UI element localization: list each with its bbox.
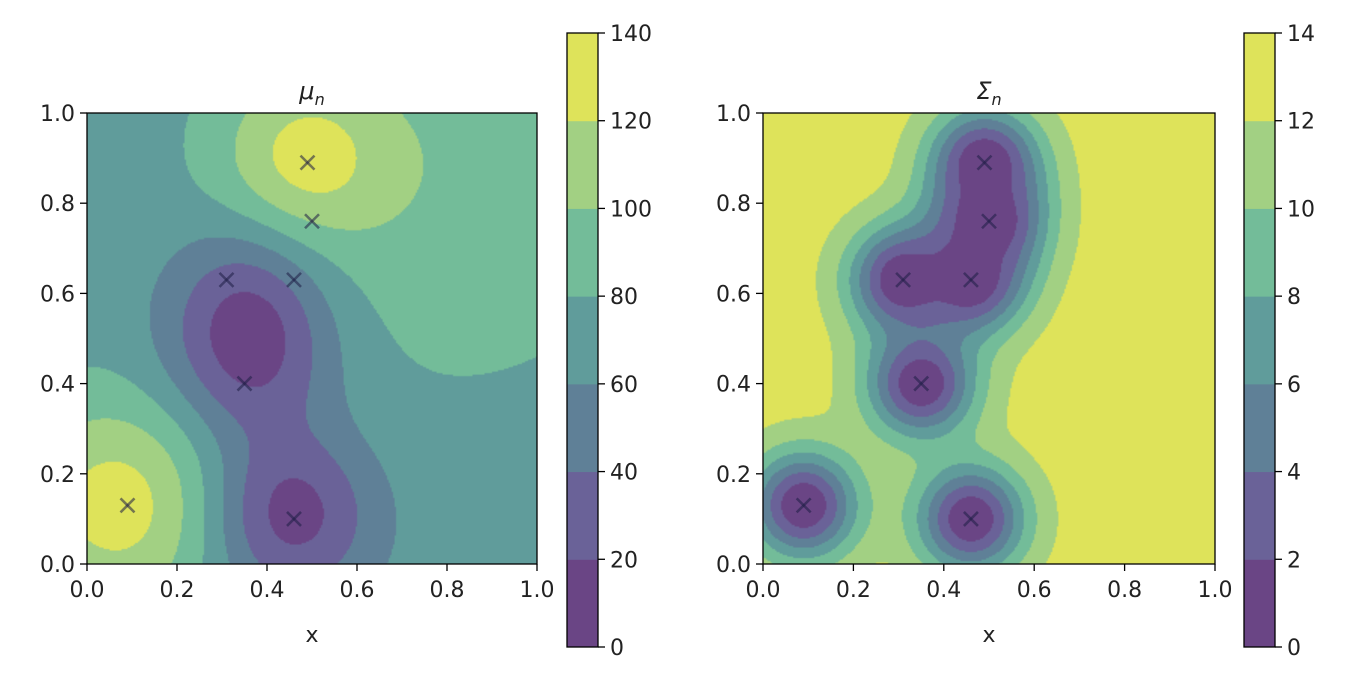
- observation-marker: [963, 271, 979, 288]
- colorbar-tick-label: 120: [610, 110, 652, 135]
- x-tick-label: 0.0: [70, 578, 105, 603]
- x-axis-label: x: [305, 623, 318, 648]
- y-tick-label: 0.4: [40, 373, 75, 398]
- colorbar-band: [1244, 559, 1275, 648]
- chart-panel-2: 0.0 0.2 0.4 0.6 0.8 1.0 0.0 0.2 0.4 0.6 0.8 1.0 x Σn 0…: [716, 22, 1315, 661]
- colorbar-band: [567, 471, 598, 560]
- chart-title: Σn: [976, 77, 1001, 109]
- contour-field: [87, 113, 537, 564]
- x-tick-label: 0.2: [160, 578, 195, 603]
- observation-marker: [913, 375, 930, 392]
- y-tick-label: 1.0: [40, 102, 75, 127]
- colorbar-tick-label: 0: [1287, 636, 1301, 661]
- observation-marker: [236, 375, 253, 392]
- chart-panel-1: 0.0 0.2 0.4 0.6 0.8 1.0 0.0 0.2 0.4 0.6 0.8 1.0 x μn 0…: [40, 22, 652, 661]
- x-tick-label: 0.4: [250, 578, 285, 603]
- x-tick-label: 1.0: [520, 578, 555, 603]
- colorbar-band: [1244, 208, 1275, 297]
- x-axis-label: x: [982, 623, 995, 648]
- colorbar-band: [567, 120, 598, 209]
- observation-marker: [895, 271, 912, 288]
- colorbar-tick-label: 20: [610, 548, 638, 573]
- y-tick-label: 0.6: [716, 282, 751, 307]
- observation-marker: [963, 510, 979, 527]
- contour-field: [763, 113, 1215, 564]
- colorbar-tick-label: 40: [610, 461, 638, 486]
- observation-marker: [981, 213, 997, 230]
- colorbar-band: [567, 383, 598, 473]
- colorbar-band: [567, 559, 598, 648]
- y-tick-label: 0.4: [716, 373, 751, 398]
- colorbar: 0 20 40 60 80 100 120 140: [566, 22, 652, 661]
- observation-marker: [304, 213, 320, 230]
- y-tick-label: 0.8: [40, 192, 75, 217]
- observation-marker: [218, 271, 235, 288]
- colorbar-band: [567, 208, 598, 297]
- observation-marker: [286, 510, 302, 527]
- observation-marker: [795, 497, 812, 514]
- y-tick-label: 0.0: [40, 553, 75, 578]
- x-tick-label: 0.8: [430, 578, 465, 603]
- colorbar-band: [1244, 120, 1275, 209]
- y-tick-label: 1.0: [716, 102, 751, 127]
- colorbar-tick-label: 0: [610, 636, 624, 661]
- y-tick-label: 0.6: [40, 282, 75, 307]
- y-tick-label: 0.8: [716, 192, 751, 217]
- x-tick-label: 0.2: [836, 578, 871, 603]
- colorbar-band: [1244, 296, 1275, 385]
- colorbar-frame: [566, 32, 599, 648]
- colorbar: 0 2 4 6 8 10 12 14: [1243, 22, 1315, 661]
- colorbar-tick-label: 140: [610, 22, 652, 47]
- colorbar-band: [1244, 383, 1275, 473]
- colorbar-band: [1244, 33, 1275, 122]
- x-tick-label: 1.0: [1198, 578, 1233, 603]
- colorbar-tick-label: 8: [1287, 285, 1301, 310]
- colorbar-tick-label: 2: [1287, 548, 1301, 573]
- colorbar-band: [567, 296, 598, 385]
- colorbar-band: [567, 33, 598, 122]
- colorbar-tick-label: 4: [1287, 461, 1301, 486]
- x-tick-label: 0.6: [1017, 578, 1052, 603]
- colorbar-tick-label: 60: [610, 373, 638, 398]
- y-tick-label: 0.0: [716, 553, 751, 578]
- plot-frame: [86, 112, 538, 565]
- colorbar-tick-label: 10: [1287, 197, 1315, 222]
- chart-title: μn: [298, 77, 324, 109]
- y-tick-label: 0.2: [716, 463, 751, 488]
- observation-marker: [286, 271, 302, 288]
- x-tick-label: 0.0: [746, 578, 781, 603]
- colorbar-tick-label: 80: [610, 285, 638, 310]
- observation-marker: [119, 497, 136, 514]
- colorbar-band: [1244, 471, 1275, 560]
- plot-frame: [762, 112, 1216, 565]
- x-tick-label: 0.4: [926, 578, 961, 603]
- colorbar-tick-label: 6: [1287, 373, 1301, 398]
- colorbar-frame: [1243, 32, 1276, 648]
- colorbar-tick-label: 12: [1287, 110, 1315, 135]
- x-tick-label: 0.6: [340, 578, 375, 603]
- colorbar-tick-label: 100: [610, 197, 652, 222]
- observation-marker: [299, 154, 316, 171]
- observation-marker: [976, 154, 993, 171]
- y-tick-label: 0.2: [40, 463, 75, 488]
- x-tick-label: 0.8: [1107, 578, 1142, 603]
- colorbar-tick-label: 14: [1287, 22, 1315, 47]
